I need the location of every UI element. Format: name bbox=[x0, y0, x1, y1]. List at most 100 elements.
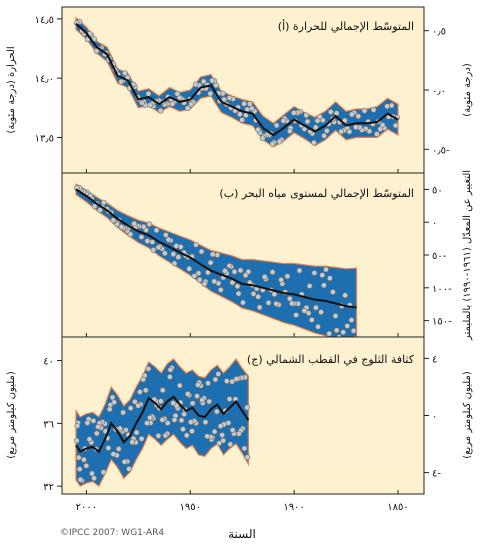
panel-c-observation-point bbox=[135, 402, 141, 409]
panel-b-observation-point bbox=[175, 254, 182, 260]
panel-a-left-tick-label: ١٣٫٥ bbox=[35, 133, 54, 144]
panel-c-observation-point bbox=[159, 387, 166, 394]
panel-b-observation-point bbox=[97, 207, 103, 214]
panel-a-left-tick-label: ١٤٫٠ bbox=[35, 74, 54, 85]
panel-c-title: (ج) كثافة الثلوج في القطب الشمالي bbox=[247, 353, 415, 366]
panel-b-observation-point bbox=[217, 286, 224, 293]
panel-b-observation-point bbox=[165, 236, 172, 243]
panel-b-observation-point bbox=[155, 244, 162, 251]
panel-c-observation-point bbox=[84, 419, 91, 426]
panel-b-observation-point bbox=[186, 265, 193, 272]
panel-c-left-tick-label: ٣٢ bbox=[43, 482, 54, 493]
panel-b-observation-point bbox=[118, 223, 125, 230]
panel-b-observation-point bbox=[171, 260, 178, 267]
panel-b-observation-point bbox=[146, 221, 153, 228]
panel-c-observation-point bbox=[194, 381, 201, 388]
panel-b-observation-point bbox=[226, 262, 233, 269]
panel-a-left-axis-label: الحرارة (درجة مئوية) bbox=[6, 46, 17, 133]
panel-a-observation-point bbox=[122, 70, 128, 77]
panel-a-right-tick-label: ٠٫٠ bbox=[432, 86, 446, 97]
panel-b-observation-point bbox=[237, 267, 244, 274]
panel-c-observation-point bbox=[155, 432, 162, 439]
panel-b-observation-point bbox=[144, 238, 151, 244]
panel-c-observation-point bbox=[204, 433, 210, 440]
panel-a-observation-point bbox=[384, 103, 390, 110]
panel-b-observation-point bbox=[332, 312, 339, 319]
x-tick-label: ٢٠٠٠ bbox=[76, 502, 97, 513]
panel-a-observation-point bbox=[246, 101, 253, 107]
panel-b-observation-point bbox=[138, 234, 145, 240]
panel-b-observation-point bbox=[306, 283, 313, 289]
panel-c-left-tick-label: ٣٦ bbox=[43, 419, 54, 430]
panel-a-observation-point bbox=[188, 101, 195, 108]
panel-b-observation-point bbox=[278, 276, 284, 283]
panel-a-observation-point bbox=[338, 128, 345, 135]
panel-c-observation-point bbox=[93, 430, 100, 437]
panel-c-observation-point bbox=[244, 404, 250, 411]
panel-c-observation-point bbox=[131, 398, 138, 405]
panel-c-observation-point bbox=[129, 439, 136, 446]
panel-b-observation-point bbox=[296, 267, 303, 274]
panel-b-observation-point bbox=[284, 273, 291, 280]
panel-b-observation-point bbox=[326, 275, 333, 282]
panel-b-observation-point bbox=[91, 203, 98, 210]
panel-a-observation-point bbox=[169, 101, 176, 107]
panel-b-smoothed-line bbox=[75, 188, 357, 309]
panel-a-observation-point bbox=[200, 78, 207, 85]
panel-a-observation-point bbox=[311, 139, 317, 146]
panel-b-observation-point bbox=[250, 290, 257, 297]
panel-a-observation-point bbox=[192, 81, 199, 88]
panel-a-observation-point bbox=[392, 122, 399, 129]
panel-c-observation-point bbox=[219, 432, 225, 438]
panel-b-observation-point bbox=[256, 304, 263, 311]
panel-c-observation-point bbox=[241, 445, 248, 452]
panel-b-observation-point bbox=[131, 220, 137, 227]
panel-c-observation-point bbox=[142, 387, 149, 394]
panel-c-observation-point bbox=[105, 445, 112, 451]
panel-c-observation-point bbox=[91, 475, 97, 482]
panel-c-observation-point bbox=[77, 476, 84, 483]
panel-b-observations bbox=[74, 184, 359, 337]
panel-b-background bbox=[62, 173, 424, 337]
panel-b-observation-point bbox=[336, 334, 342, 337]
panel-b-observation-point bbox=[222, 267, 228, 274]
panel-c-observation-point bbox=[120, 409, 126, 416]
panel-c-observation-point bbox=[211, 428, 218, 435]
panel-c-observation-point bbox=[75, 454, 82, 461]
panel-c-observation-point bbox=[189, 400, 196, 407]
panel-a-right-axis-label: (درجة مئوية) bbox=[462, 63, 473, 117]
panel-b-observation-point bbox=[173, 242, 180, 249]
panel-a-observation-point bbox=[314, 117, 321, 124]
panel-c-observation-point bbox=[162, 432, 169, 439]
panel-c-observation-point bbox=[73, 437, 80, 444]
panel-c-observation-point bbox=[74, 422, 81, 429]
panel-c-observation-point bbox=[157, 398, 164, 405]
panel-a-right-tick-label: ٠٫٥ bbox=[432, 27, 446, 38]
panel-b-right-tick-label: ٥٠- bbox=[432, 251, 447, 262]
x-axis-label: السنة bbox=[228, 527, 256, 541]
panel-c-observation-point bbox=[86, 436, 93, 443]
panel-b-observation-point bbox=[273, 300, 280, 307]
panel-a-observation-point bbox=[321, 132, 327, 139]
panel-a-observation-point bbox=[269, 141, 276, 147]
panel-c-observation-point bbox=[145, 365, 152, 372]
panel-c-right-axis-label: (مليون كيلومتر مربع) bbox=[462, 371, 473, 459]
panel-b-right-axis-label: التغيير عن المعدّل (١٩٦١-١٩٩٠) بالمليمتر bbox=[462, 170, 473, 341]
panel-c-observation-point bbox=[180, 426, 186, 433]
panel-a-observation-point bbox=[255, 126, 261, 133]
panel-b-observation-point bbox=[261, 273, 268, 280]
panel-b-observation-point bbox=[348, 317, 355, 323]
panel-a-observation-point bbox=[286, 128, 293, 134]
panel-a-observation-point bbox=[355, 113, 362, 120]
panel-b-observation-point bbox=[255, 293, 262, 300]
panel-c-observation-point bbox=[95, 423, 101, 430]
panel-b-observation-point bbox=[340, 329, 347, 336]
panel-a-observation-point bbox=[184, 105, 191, 112]
panel-a-observation-point bbox=[241, 100, 247, 107]
panel-b-observation-point bbox=[326, 330, 333, 337]
panel-a-right-tick-label: ٠٫٥- bbox=[432, 145, 450, 156]
panel-b-observation-point bbox=[193, 241, 199, 248]
panel-b-observation-point bbox=[286, 295, 293, 302]
panel-c-observation-point bbox=[187, 419, 194, 425]
